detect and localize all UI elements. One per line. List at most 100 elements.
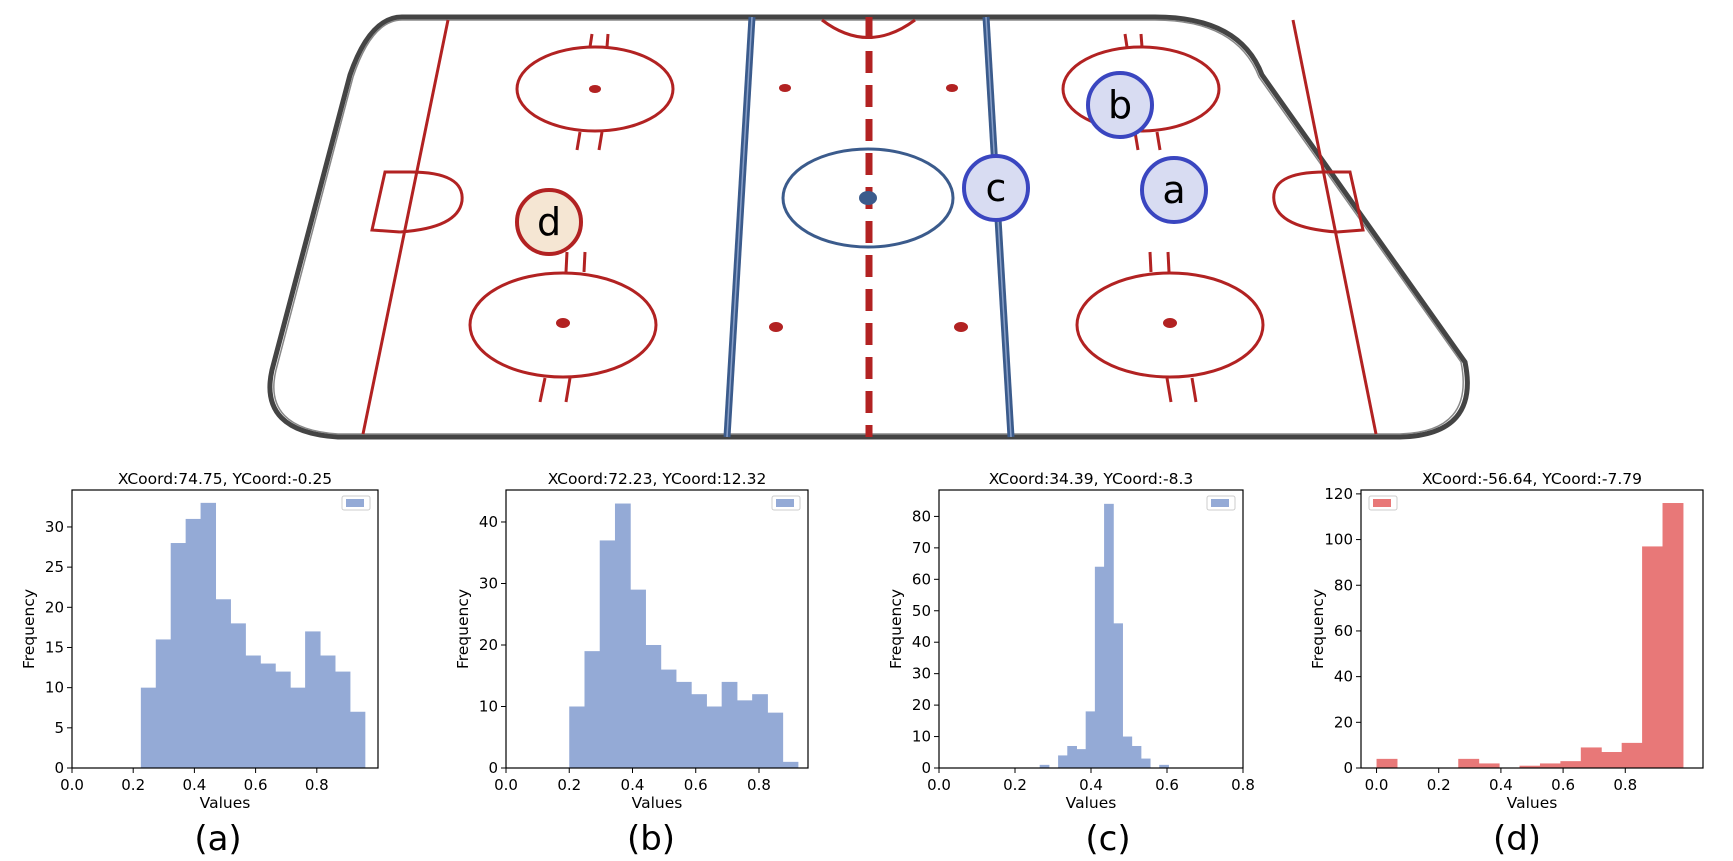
chart-title: XCoord:34.39, YCoord:-8.3: [989, 470, 1193, 488]
center-faceoff-dot: [859, 191, 877, 205]
histogram-bar: [1662, 503, 1684, 768]
y-tick-label: 60: [1334, 622, 1353, 640]
histogram-bar: [1621, 742, 1643, 768]
histogram-bar: [349, 711, 366, 768]
x-tick-label: 0.4: [1079, 776, 1103, 794]
histogram-bar: [630, 589, 646, 768]
y-tick-label: 80: [1334, 576, 1353, 594]
legend-swatch: [1373, 499, 1391, 507]
x-tick-label: 0.8: [747, 776, 771, 794]
y-tick-label: 40: [479, 513, 498, 531]
x-tick-label: 0.6: [684, 776, 708, 794]
histogram-bar: [260, 663, 276, 768]
histogram-bar: [1601, 752, 1623, 768]
player-marker-a[interactable]: a: [1140, 156, 1208, 224]
panel-label: (a): [194, 819, 241, 859]
chart-title: XCoord:-56.64, YCoord:-7.79: [1422, 470, 1642, 488]
x-tick-label: 0.0: [60, 776, 84, 794]
player-marker-d[interactable]: d: [515, 188, 583, 256]
histogram-bar: [1140, 758, 1151, 768]
y-tick-label: 40: [912, 633, 931, 651]
x-axis-label: Values: [200, 794, 251, 812]
player-marker-c[interactable]: c: [962, 154, 1030, 222]
plot-frame: [71, 489, 379, 769]
y-tick-label: 10: [912, 728, 931, 746]
legend-swatch: [1211, 499, 1229, 507]
y-tick-label: 20: [45, 598, 64, 616]
y-tick-label: 25: [45, 558, 64, 576]
goal-line-right: [1291, 19, 1378, 435]
x-tick-label: 0.0: [494, 776, 518, 794]
marker-label-b: b: [1108, 83, 1132, 127]
histogram-bar: [1104, 503, 1114, 768]
chart-title: XCoord:74.75, YCoord:-0.25: [118, 470, 332, 488]
histogram-bar: [320, 655, 336, 768]
y-tick-label: 5: [54, 719, 64, 737]
panel-label: (c): [1085, 819, 1130, 859]
histogram-bar: [200, 502, 217, 768]
y-axis-label: Frequency: [887, 589, 905, 669]
histogram-bar: [1580, 747, 1602, 768]
marker-label-c: c: [986, 166, 1007, 210]
histogram-bar: [275, 671, 291, 768]
y-tick-label: 60: [912, 570, 931, 588]
y-tick-label: 20: [479, 636, 498, 654]
histogram-bar: [1159, 764, 1169, 768]
histogram-bar: [569, 706, 585, 768]
histogram-bar: [614, 503, 631, 768]
histogram-bar: [691, 694, 707, 768]
y-tick-label: 10: [479, 697, 498, 715]
plot-frame: [1360, 489, 1704, 769]
histogram-panel-d: 0.0 0.2 0.4 0.6 0.8 0 20 40 60 80 100 120 XCoord:-56…: [1309, 470, 1704, 859]
histogram-bar: [305, 631, 321, 768]
histogram-bar: [767, 712, 784, 768]
y-tick-label: 10: [45, 679, 64, 697]
y-axis-label: Frequency: [454, 589, 472, 669]
x-tick-label: 0.4: [621, 776, 645, 794]
legend-swatch: [776, 499, 794, 507]
legend-swatch: [346, 499, 364, 507]
histogram-bar: [1560, 761, 1582, 768]
player-marker-b[interactable]: b: [1086, 71, 1154, 139]
y-tick-label: 40: [1334, 668, 1353, 686]
y-tick-label: 0: [1343, 759, 1353, 777]
histogram-bar: [599, 540, 616, 768]
histogram-bar: [721, 681, 738, 768]
histogram-bar: [1094, 566, 1105, 768]
histogram-bar: [245, 655, 261, 768]
histogram-bar: [290, 687, 306, 768]
y-tick-label: 120: [1324, 485, 1353, 503]
histogram-bar: [1113, 623, 1123, 768]
histogram-panel-b: 0.0 0.2 0.4 0.6 0.8 0 10 20 30 40 XCoord:72.23, YC…: [454, 470, 809, 859]
x-tick-label: 0.2: [1427, 776, 1451, 794]
x-tick-label: 0.6: [1551, 776, 1575, 794]
y-tick-label: 30: [45, 518, 64, 536]
x-tick-label: 0.6: [244, 776, 268, 794]
center-circle: [781, 147, 955, 249]
y-tick-label: 20: [1334, 713, 1353, 731]
y-tick-label: 30: [912, 665, 931, 683]
x-axis-label: Values: [632, 794, 683, 812]
histogram-bar: [140, 687, 157, 768]
histogram-bar: [1131, 745, 1142, 768]
histogram-bar: [1058, 755, 1068, 768]
histogram-bar: [675, 681, 692, 768]
histogram-bar: [736, 700, 753, 768]
x-tick-label: 0.8: [1231, 776, 1255, 794]
x-tick-label: 0.4: [182, 776, 206, 794]
y-tick-label: 70: [912, 539, 931, 557]
histogram-bar: [334, 671, 351, 768]
histogram-bar: [752, 694, 768, 768]
histogram-bar: [660, 669, 677, 768]
goal-left: [370, 170, 464, 234]
goal-line-left: [361, 19, 450, 435]
histogram-bar: [645, 644, 662, 768]
histogram-bar: [584, 651, 601, 768]
histogram-bar: [706, 706, 723, 768]
y-tick-label: 0: [488, 759, 498, 777]
histogram-panel-a: 0.0 0.2 0.4 0.6 0.8 0 5 10 15 20 25 30 XCoord:74.75,…: [20, 470, 379, 859]
x-tick-label: 0.6: [1155, 776, 1179, 794]
y-tick-label: 100: [1324, 531, 1353, 549]
y-tick-label: 30: [479, 574, 498, 592]
x-axis-label: Values: [1066, 794, 1117, 812]
